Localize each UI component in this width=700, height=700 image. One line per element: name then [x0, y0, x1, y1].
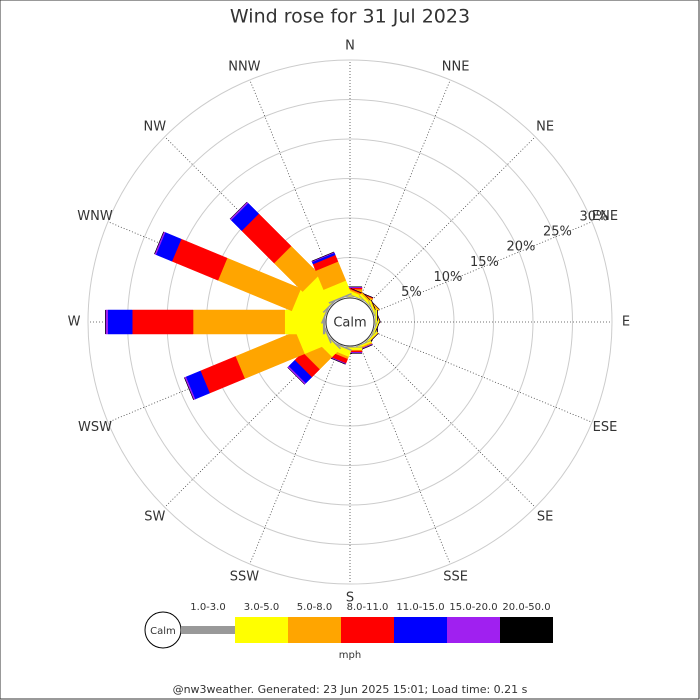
legend-label: 5.0-8.0: [297, 602, 332, 613]
legend-swatch: [394, 617, 447, 643]
calm-label: Calm: [333, 316, 366, 331]
bar-segment: [350, 344, 373, 355]
legend-label: 8.0-11.0: [347, 602, 389, 613]
legend-label: 3.0-5.0: [244, 602, 279, 613]
direction-label: N: [345, 39, 355, 54]
bar-segment: [154, 231, 164, 255]
legend-swatch: [235, 617, 288, 643]
direction-label: SE: [537, 510, 553, 525]
direction-label: S: [346, 591, 354, 606]
spoke: [372, 221, 593, 313]
legend: Calm mph 1.0-3.0 3.0-5.0 5.0-8.0 8.0-11.0 11…: [144, 602, 553, 661]
grid-ring: [87, 59, 613, 585]
bar-segment: [184, 377, 194, 400]
r-tick-label: 15%: [470, 255, 499, 270]
direction-label: SSW: [230, 569, 260, 584]
bar-segment: [350, 288, 374, 298]
direction-label: SSE: [443, 569, 468, 584]
direction-label: ESE: [593, 420, 618, 435]
bar-segment: [229, 201, 248, 220]
calm-circle: [325, 297, 375, 347]
direction-label: SW: [144, 510, 165, 525]
bar-segment: [287, 367, 305, 385]
direction-label: E: [622, 315, 630, 330]
direction-label: WSW: [78, 420, 112, 435]
r-tick-label: 5%: [401, 285, 422, 300]
direction-label: NNW: [228, 60, 260, 75]
legend-swatch: [500, 617, 553, 643]
bar-segment: [107, 309, 133, 335]
legend-label: 20.0-50.0: [502, 602, 550, 613]
spoke: [367, 339, 536, 508]
r-tick-label: 30%: [579, 209, 608, 224]
bar-segment: [192, 309, 285, 335]
bar-segment: [371, 300, 381, 323]
direction-label: W: [68, 315, 81, 330]
legend-swatch: [181, 626, 235, 634]
bar-segment: [311, 251, 335, 262]
direction-label: WNW: [77, 209, 113, 224]
r-tick-label: 10%: [433, 270, 462, 285]
r-tick-label: 25%: [543, 225, 572, 240]
spoke: [367, 136, 536, 305]
bar-segment: [131, 309, 194, 335]
legend-swatch: [447, 617, 500, 643]
legend-calm-label: Calm: [150, 626, 176, 637]
spoke: [249, 344, 341, 565]
bar-segment: [105, 309, 108, 335]
legend-label: 15.0-20.0: [449, 602, 497, 613]
legend-label: 11.0-15.0: [396, 602, 444, 613]
bar-segment: [362, 292, 380, 310]
legend-swatch: [341, 617, 394, 643]
chart-title: Wind rose for 31 Jul 2023: [230, 6, 470, 28]
footer: @nw3weather. Generated: 23 Jun 2025 15:0…: [173, 683, 528, 696]
direction-label: ENE: [592, 209, 618, 224]
direction-label: NNE: [442, 60, 470, 75]
legend-label: 1.0-3.0: [190, 602, 225, 613]
legend-swatch: [288, 617, 341, 643]
spoke: [372, 331, 593, 423]
direction-label: NW: [144, 119, 167, 134]
spoke: [359, 79, 451, 300]
direction-label: NE: [536, 119, 554, 134]
bars: [105, 201, 381, 401]
unit-label: mph: [339, 650, 361, 661]
spoke: [359, 344, 451, 565]
r-tick-label: 20%: [506, 240, 535, 255]
